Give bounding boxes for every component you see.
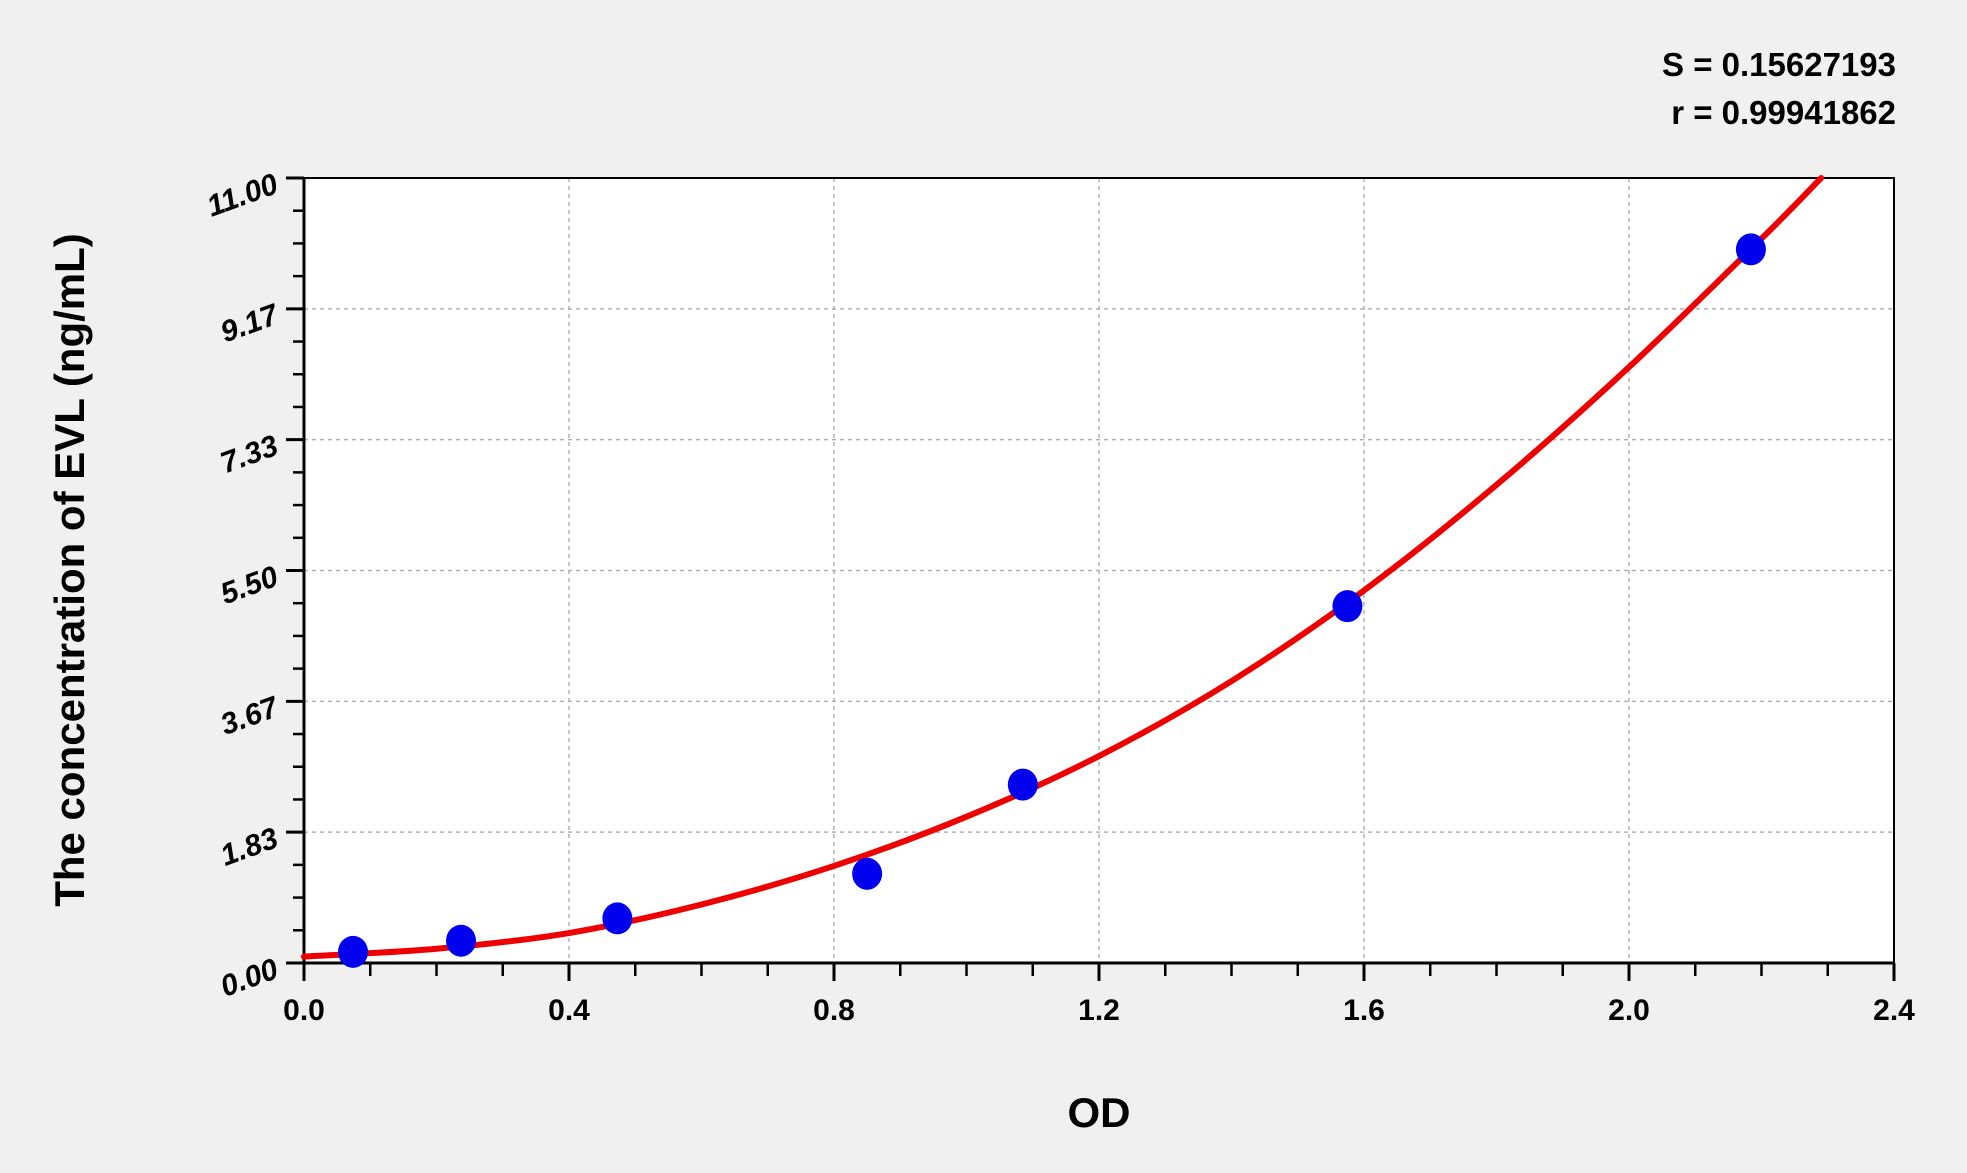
y-tick-label: 5.50 [216, 560, 282, 611]
data-point [338, 935, 369, 968]
fit-curve [301, 175, 1825, 960]
y-tick-label: 3.67 [216, 690, 283, 741]
data-points [338, 233, 1766, 968]
x-tick-labels: 0.0 0.4 0.8 1.2 1.6 2.0 2.4 [283, 994, 1915, 1027]
data-point [852, 857, 883, 890]
data-point [1735, 233, 1766, 266]
x-tick-label: 1.2 [1078, 994, 1120, 1027]
y-tick-label: 9.17 [216, 298, 283, 349]
y-axis-title: The concentration of EVL (ng/mL) [46, 233, 93, 907]
data-point [602, 902, 633, 935]
x-tick-label: 0.8 [813, 994, 855, 1027]
stat-r: r = 0.99941862 [1671, 94, 1896, 131]
y-tick-label: 1.83 [216, 822, 282, 873]
grid [304, 178, 1894, 963]
x-tick-label: 2.4 [1873, 994, 1915, 1027]
ticks [286, 176, 1896, 981]
data-point [446, 924, 477, 957]
data-point [1007, 768, 1038, 801]
stat-s: S = 0.15627193 [1662, 46, 1896, 83]
y-tick-label: 11.00 [203, 167, 283, 223]
y-tick-label: 0.00 [216, 952, 282, 1003]
data-point [1332, 590, 1363, 623]
x-tick-label: 0.4 [548, 994, 590, 1027]
x-tick-label: 0.0 [283, 994, 325, 1027]
y-tick-labels: 0.00 1.83 3.67 5.50 7.33 9.17 11.00 [203, 167, 284, 1003]
x-tick-label: 1.6 [1343, 994, 1385, 1027]
x-axis-title: OD [1068, 1089, 1131, 1136]
y-tick-label: 7.33 [216, 429, 282, 480]
x-tick-label: 2.0 [1608, 994, 1650, 1027]
